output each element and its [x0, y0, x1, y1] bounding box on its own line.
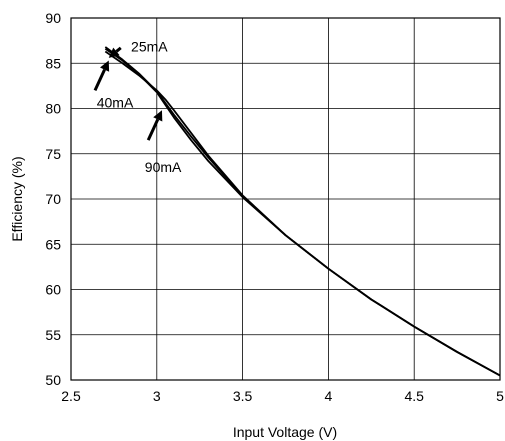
annotation-arrow-head — [100, 60, 110, 72]
y-tick-label: 55 — [45, 327, 61, 343]
series-line-90mA — [104, 48, 501, 377]
x-tick-label: 3.5 — [233, 388, 253, 404]
y-tick-label: 65 — [45, 236, 61, 252]
series-lines — [104, 46, 501, 377]
x-tick-label: 4 — [325, 388, 333, 404]
annotation-arrow-shaft — [146, 118, 160, 141]
x-axis-label: Input Voltage (V) — [233, 424, 337, 440]
y-tick-label: 80 — [45, 101, 61, 117]
annotations: 25mA 40mA 90mA — [93, 38, 182, 175]
annotation-label: 40mA — [97, 95, 134, 111]
x-tick-label: 4.5 — [404, 388, 424, 404]
plot-frame — [70, 17, 501, 381]
y-tick-label: 50 — [45, 372, 61, 388]
annotation-arrow-head — [108, 47, 120, 58]
y-tick-label: 90 — [45, 10, 61, 26]
annotation-label: 90mA — [145, 159, 182, 175]
x-tick-label: 2.5 — [61, 388, 81, 404]
y-tick-label: 70 — [45, 191, 61, 207]
annotation-arrow-head — [153, 110, 163, 122]
y-axis-label: Efficiency (%) — [9, 156, 25, 241]
y-tick-label: 75 — [45, 146, 61, 162]
annotation-arrow-shaft — [93, 68, 106, 92]
y-tick-labels: 50 55 60 65 70 75 80 85 90 — [45, 10, 61, 388]
x-tick-label: 3 — [153, 388, 161, 404]
annotation-label: 25mA — [131, 38, 168, 54]
x-tick-label: 5 — [496, 388, 504, 404]
annotation-arrow-shaft — [115, 46, 122, 53]
x-tick-labels: 2.5 3 3.5 4 4.5 5 — [61, 388, 504, 404]
y-tick-label: 85 — [45, 55, 61, 71]
y-tick-label: 60 — [45, 282, 61, 298]
